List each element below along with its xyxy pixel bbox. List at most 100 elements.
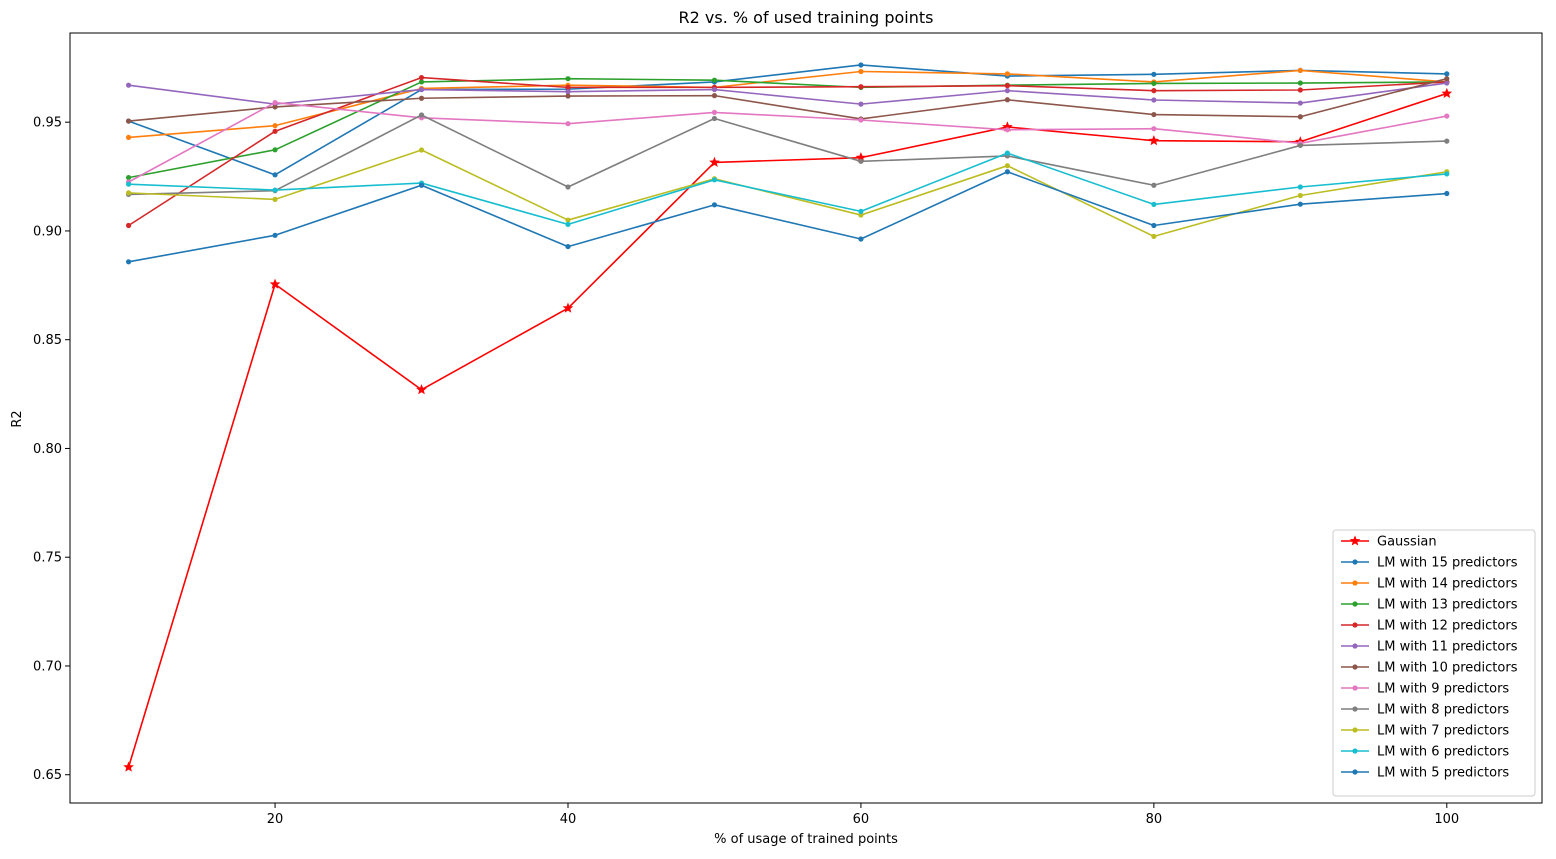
data-point [125,118,132,124]
series-line [128,114,1447,196]
data-point [858,117,864,123]
series-line [128,69,1447,139]
data-point [858,212,864,218]
series-line [128,77,1448,122]
series-12 [125,169,1450,265]
series-9 [125,112,1450,197]
data-point [418,95,425,101]
data-point [1297,192,1303,199]
data-point [1297,67,1303,74]
data-point [1004,150,1010,156]
legend-entry: LM with 7 predictors [1341,724,1509,739]
series-lines [123,62,1453,772]
legend-label: LM with 12 predictors [1377,619,1518,634]
legend-marker [1352,727,1358,733]
series-line [128,149,1447,238]
data-point [125,82,132,88]
legend-label: LM with 15 predictors [1377,556,1518,571]
data-point [711,202,718,208]
data-point [1297,87,1303,93]
legend-marker [1352,664,1358,670]
legend-label: LM with 8 predictors [1377,703,1509,718]
legend-entry: LM with 13 predictors [1341,598,1518,613]
data-point [1297,201,1303,207]
plot-area-frame [69,32,1543,804]
data-point [1004,88,1010,94]
legend-entry: LM with 11 predictors [1341,640,1518,655]
data-point [1444,71,1450,77]
legend-frame [1332,529,1536,797]
legend-label: LM with 6 predictors [1377,745,1509,760]
data-point [418,112,425,118]
x-tick-label: 100 [1434,812,1459,827]
data-point [1444,80,1450,86]
data-point [418,79,425,85]
legend-entry: LM with 8 predictors [1341,703,1509,718]
data-point [1441,87,1453,99]
legend-label: LM with 10 predictors [1377,661,1518,676]
data-point [565,93,571,99]
legend-marker [1352,685,1358,691]
legend-marker [1352,601,1358,607]
legend-label: LM with 5 predictors [1377,766,1509,781]
data-point [709,156,720,167]
legend-label: LM with 11 predictors [1377,640,1518,655]
data-point [858,208,864,214]
y-tick-label: 0.70 [33,659,62,674]
legend-marker [1349,535,1361,546]
data-point [1444,171,1450,177]
data-point [858,68,864,75]
data-point [565,221,571,228]
legend-entry: LM with 14 predictors [1341,577,1518,592]
legend-marker [1352,643,1358,649]
legend-label: Gaussian [1377,535,1437,550]
data-point [1004,97,1010,103]
data-point [711,77,718,83]
data-point [565,76,571,82]
data-point [1297,184,1303,190]
legend-marker [1352,580,1358,586]
data-point [1151,201,1157,208]
legend-entry: LM with 12 predictors [1341,619,1518,634]
data-point [1004,127,1010,133]
y-tick-label: 0.95 [33,116,62,131]
data-point [858,84,864,90]
data-point [1444,76,1450,82]
data-point [416,384,427,395]
chart-title: R2 vs. % of used training points [679,8,934,27]
data-point [565,217,571,223]
data-point [1151,88,1157,94]
x-tick-label: 60 [853,812,870,827]
data-point [125,259,132,265]
y-tick-label: 0.75 [33,551,62,566]
data-point [1444,113,1450,119]
series-line [127,92,1448,768]
y-tick-label: 0.90 [33,224,62,239]
data-point [562,302,574,313]
data-point [1151,233,1157,239]
legend-entry: LM with 6 predictors [1341,745,1509,760]
data-point [1151,182,1157,188]
data-point [1151,126,1157,132]
data-point [1297,114,1303,120]
data-point [272,147,278,153]
data-point [858,158,864,164]
data-point [1151,97,1157,103]
x-axis-label: % of usage of trained points [714,832,898,847]
data-point [272,187,278,193]
series-line [128,82,1447,105]
data-point [1004,163,1010,169]
legend-marker [1352,706,1358,712]
y-tick-label: 0.65 [33,768,62,783]
data-point [125,175,132,181]
data-point [858,62,864,68]
series-line [128,77,1447,179]
series-line [128,170,1447,263]
data-point [125,190,132,196]
legend-entry: LM with 10 predictors [1341,661,1518,676]
data-point [711,86,718,93]
data-point [1004,169,1010,175]
data-point [1004,71,1010,77]
